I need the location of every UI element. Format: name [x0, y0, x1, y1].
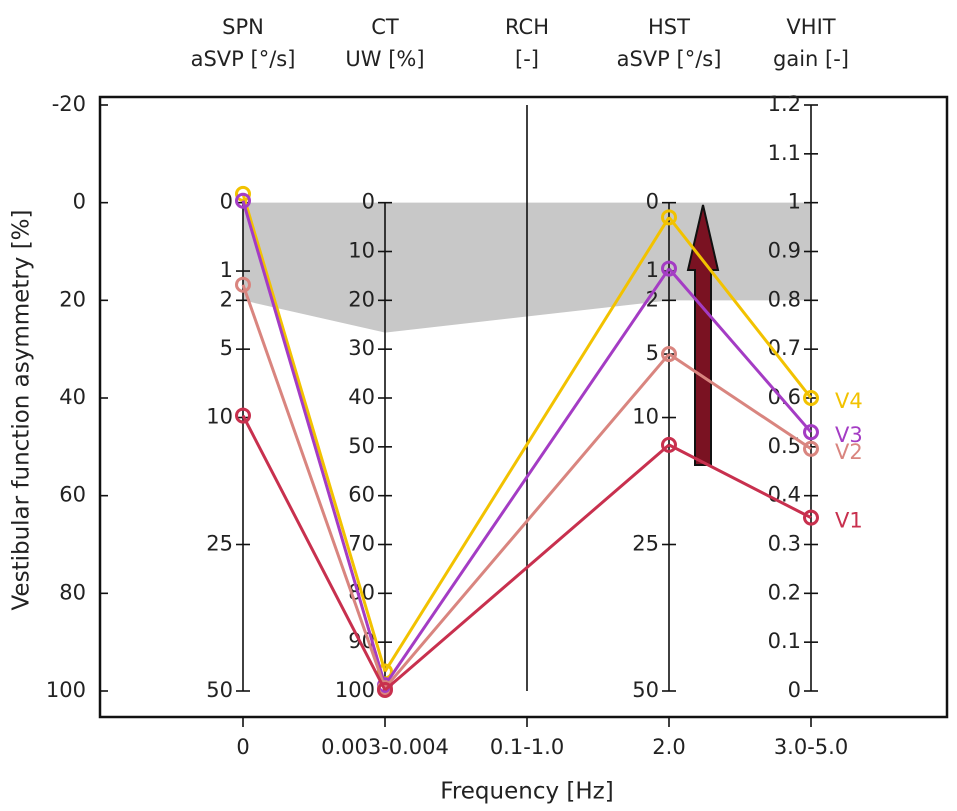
axis-unit: [-]	[515, 47, 539, 71]
axis-tick-label: 50	[348, 434, 375, 458]
series-segment	[668, 443, 812, 519]
axis-tick-label: 10	[632, 405, 659, 429]
series-marker	[661, 209, 677, 226]
series-marker	[803, 424, 819, 441]
x-tick-label: 0.003-0.004	[321, 735, 449, 759]
series-segment	[241, 284, 387, 689]
series-marker	[235, 407, 251, 424]
series-marker	[661, 346, 677, 363]
axis-tick-label: 10	[206, 405, 233, 429]
series-segment	[667, 267, 813, 434]
axis-tick-label: 1	[646, 258, 659, 282]
axis-tick-label: 0.8	[768, 287, 801, 311]
axis-tick-label: 70	[348, 532, 375, 556]
axis-tick-label: 5	[646, 341, 659, 365]
axis-tick-label: 1.1	[768, 141, 801, 165]
plot-frame	[98, 95, 949, 719]
axis-unit: UW [%]	[345, 47, 424, 71]
axis-tick-label: 0	[646, 190, 659, 214]
series-marker	[377, 682, 393, 699]
axis-tick-label: 100	[335, 678, 375, 702]
axis-tick-label: 25	[632, 532, 659, 556]
axis-tick-label: 25	[206, 532, 233, 556]
axis-tick-label: 30	[348, 336, 375, 360]
x-tick-label: 3.0-5.0	[774, 735, 848, 759]
series-segment	[383, 353, 671, 690]
series-segment	[241, 200, 387, 686]
x-axis-title: Frequency [Hz]	[440, 779, 613, 805]
axis-tick-label: 50	[632, 678, 659, 702]
series-marker	[661, 260, 677, 277]
series-label: V4	[835, 389, 863, 413]
x-tick-label: 0.1-1.0	[490, 735, 564, 759]
axis-tick-label: 50	[206, 678, 233, 702]
y-tick-label: 80	[59, 580, 86, 604]
axis-tick-label: 60	[348, 483, 375, 507]
axis-tick-label: 0	[220, 190, 233, 214]
series-segment	[668, 352, 812, 451]
axis-tick-label: 1	[220, 258, 233, 282]
x-tick-label: 0	[236, 735, 249, 759]
axis-name: VHIT	[786, 15, 835, 39]
axis-tick-label: 0.9	[768, 239, 801, 263]
series-segment	[241, 414, 387, 691]
axis-unit: aSVP [°/s]	[617, 47, 722, 71]
y-tick-label: -20	[52, 92, 86, 116]
y-tick-label: 100	[46, 678, 86, 702]
series-marker	[803, 509, 819, 526]
axis-tick-label: 1.2	[768, 92, 801, 116]
axis-tick-label: 1	[788, 190, 801, 214]
x-tick-label: 2.0	[652, 735, 685, 759]
axis-tick-label: 2	[220, 287, 233, 311]
axis-tick-label: 20	[348, 287, 375, 311]
axis-name: RCH	[505, 15, 549, 39]
axis-unit: gain [-]	[773, 47, 849, 71]
series-marker	[235, 185, 251, 202]
series-segment	[383, 216, 671, 673]
axis-unit: aSVP [°/s]	[191, 47, 296, 71]
series-segment	[384, 443, 670, 692]
y-tick-label: 40	[59, 385, 86, 409]
axis-name: HST	[648, 15, 690, 39]
axis-name: CT	[371, 15, 399, 39]
series-segment	[241, 193, 387, 672]
axis-tick-label: 0	[362, 190, 375, 214]
axis-tick-label: 10	[348, 239, 375, 263]
y-tick-label: 20	[59, 287, 86, 311]
axis-tick-label: 5	[220, 336, 233, 360]
axis-tick-label: 0.1	[768, 629, 801, 653]
axis-tick-label: 0.2	[768, 580, 801, 604]
y-tick-label: 0	[73, 190, 86, 214]
series-marker	[803, 440, 819, 457]
series-label: V3	[835, 423, 863, 447]
axis-name: SPN	[222, 15, 264, 39]
y-axis-title: Vestibular function asymmetry [%]	[9, 209, 35, 610]
series-marker	[803, 390, 819, 406]
axis-tick-label: 40	[348, 385, 375, 409]
axis-tick-label: 0.3	[768, 532, 801, 556]
series-label: V1	[835, 509, 863, 533]
series-label: V2	[835, 440, 863, 464]
series-segment	[667, 216, 813, 399]
series-marker	[661, 436, 677, 453]
series-segment	[383, 267, 671, 686]
y-tick-label: 60	[59, 483, 86, 507]
axis-tick-label: 0	[788, 678, 801, 702]
series-marker	[235, 192, 251, 209]
series-marker	[235, 276, 251, 293]
axis-tick-label: 2	[646, 287, 659, 311]
